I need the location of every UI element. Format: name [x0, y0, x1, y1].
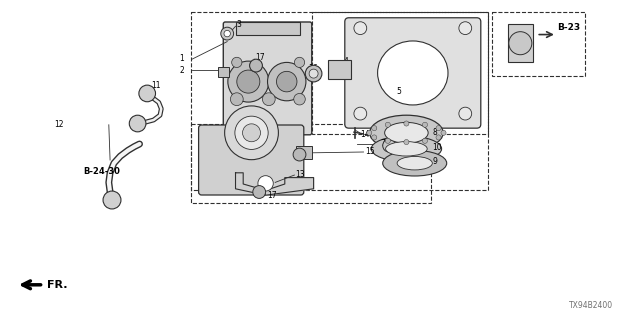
Circle shape [404, 140, 409, 145]
Circle shape [436, 126, 441, 131]
Text: 16: 16 [308, 64, 318, 73]
Circle shape [237, 70, 260, 93]
Circle shape [354, 22, 367, 35]
Text: 14: 14 [360, 130, 370, 139]
Polygon shape [236, 173, 314, 195]
Circle shape [509, 32, 532, 55]
Text: 17: 17 [255, 53, 265, 62]
Text: 11: 11 [152, 81, 161, 90]
FancyBboxPatch shape [223, 22, 312, 135]
Circle shape [139, 85, 156, 102]
Circle shape [129, 115, 146, 132]
Bar [296, 146, 312, 159]
Circle shape [372, 126, 377, 131]
Circle shape [383, 139, 396, 152]
Circle shape [232, 57, 242, 68]
Circle shape [367, 130, 372, 135]
Text: 2: 2 [180, 66, 184, 75]
Text: 17: 17 [267, 191, 276, 200]
Circle shape [230, 93, 243, 106]
Circle shape [228, 61, 269, 102]
Circle shape [354, 107, 367, 120]
Circle shape [459, 22, 472, 35]
Ellipse shape [383, 150, 447, 176]
Text: 4: 4 [344, 57, 349, 66]
Text: 8: 8 [432, 128, 436, 137]
Text: 13: 13 [296, 170, 305, 179]
Circle shape [294, 93, 305, 105]
Text: B-23: B-23 [557, 23, 580, 32]
Circle shape [224, 30, 230, 37]
Circle shape [422, 122, 428, 127]
FancyBboxPatch shape [198, 125, 304, 195]
Circle shape [293, 148, 306, 161]
Ellipse shape [397, 156, 433, 170]
Bar [218, 67, 229, 77]
Circle shape [258, 176, 273, 191]
Bar [328, 60, 351, 79]
Circle shape [253, 186, 266, 198]
Circle shape [262, 93, 275, 106]
Circle shape [250, 59, 262, 72]
Ellipse shape [378, 41, 448, 105]
Circle shape [221, 27, 234, 40]
Text: TX94B2400: TX94B2400 [569, 301, 613, 310]
Ellipse shape [385, 141, 428, 156]
Circle shape [441, 130, 446, 135]
Text: 7: 7 [381, 139, 386, 148]
Circle shape [404, 121, 409, 126]
Circle shape [459, 107, 472, 120]
Bar [236, 22, 300, 35]
Circle shape [422, 138, 428, 143]
Text: 1: 1 [180, 54, 184, 63]
Circle shape [235, 116, 268, 149]
Bar [191, 12, 488, 190]
Circle shape [385, 138, 390, 143]
Bar [312, 12, 488, 134]
Bar [492, 12, 585, 76]
Circle shape [305, 65, 322, 82]
Text: B-24-30: B-24-30 [83, 167, 120, 176]
Text: 15: 15 [365, 147, 374, 156]
Ellipse shape [371, 136, 442, 162]
Circle shape [243, 124, 260, 142]
Circle shape [268, 62, 306, 101]
Text: FR.: FR. [47, 280, 67, 290]
Bar [508, 24, 533, 62]
Circle shape [309, 69, 318, 78]
Text: 10: 10 [432, 143, 442, 152]
Bar [191, 124, 431, 203]
Text: 12: 12 [54, 120, 64, 129]
Text: 6: 6 [385, 140, 390, 149]
Circle shape [436, 135, 441, 140]
Text: 3: 3 [237, 20, 242, 29]
Circle shape [225, 106, 278, 160]
FancyBboxPatch shape [345, 18, 481, 128]
Circle shape [294, 57, 305, 68]
Circle shape [372, 135, 377, 140]
Text: 5: 5 [397, 87, 402, 96]
Ellipse shape [385, 122, 428, 143]
Ellipse shape [370, 115, 444, 150]
Text: 9: 9 [432, 157, 437, 166]
Circle shape [276, 71, 297, 92]
Circle shape [385, 122, 390, 127]
Circle shape [103, 191, 121, 209]
